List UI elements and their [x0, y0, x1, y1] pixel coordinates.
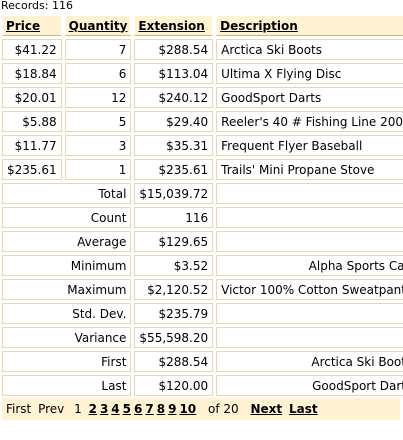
table-row: $11.77 3 $35.31 Frequent Flyer Baseball: [2, 135, 403, 156]
summary-label: Average: [2, 231, 132, 252]
summary-label: Last: [2, 375, 132, 396]
summary-row-first: First $288.54 Arctica Ski Boots: [2, 351, 403, 372]
price-cell: $20.01: [2, 87, 62, 108]
table-row: $5.88 5 $29.40 Reeler's 40 # Fishing Lin…: [2, 111, 403, 132]
table-row: $20.01 12 $240.12 GoodSport Darts: [2, 87, 403, 108]
records-label: Records:: [1, 0, 49, 12]
summary-row-std-dev: Std. Dev. $235.79: [2, 303, 403, 324]
summary-description: Victor 100% Cotton Sweatpants: [216, 279, 403, 300]
summary-value: $2,120.52: [134, 279, 214, 300]
sort-extension-link[interactable]: Extension: [138, 18, 205, 33]
page-link-10[interactable]: 10: [179, 402, 197, 416]
column-header-price[interactable]: Price: [2, 15, 62, 36]
summary-value: $55,598.20: [134, 327, 214, 348]
data-grid: Price Quantity Extension Description $41…: [0, 12, 403, 399]
summary-label: Total: [2, 183, 132, 204]
summary-value: $120.00: [134, 375, 214, 396]
records-summary: Records: 116: [0, 0, 403, 12]
summary-description: Arctica Ski Boots: [216, 351, 403, 372]
table-row: $41.22 7 $288.54 Arctica Ski Boots: [2, 39, 403, 60]
description-cell: Trails' Mini Propane Stove: [216, 159, 403, 180]
price-cell: $11.77: [2, 135, 62, 156]
first-page-label: First: [6, 402, 32, 416]
summary-row-last: Last $120.00 GoodSport Darts: [2, 375, 403, 396]
prev-page-label: Prev: [38, 402, 65, 416]
summary-description: [216, 207, 403, 228]
extension-cell: $288.54: [134, 39, 214, 60]
sort-description-link[interactable]: Description: [220, 18, 298, 33]
table-row: $235.61 1 $235.61 Trails' Mini Propane S…: [2, 159, 403, 180]
extension-cell: $240.12: [134, 87, 214, 108]
summary-label: Minimum: [2, 255, 132, 276]
extension-cell: $29.40: [134, 111, 214, 132]
summary-row-count: Count 116: [2, 207, 403, 228]
page-link-9[interactable]: 9: [168, 402, 177, 416]
summary-description: [216, 327, 403, 348]
summary-description: [216, 183, 403, 204]
quantity-cell: 7: [64, 39, 132, 60]
current-page: 1: [74, 402, 82, 416]
summary-description: [216, 303, 403, 324]
summary-label: Std. Dev.: [2, 303, 132, 324]
description-cell: Reeler's 40 # Fishing Line 200': [216, 111, 403, 132]
summary-label: Variance: [2, 327, 132, 348]
summary-label: Maximum: [2, 279, 132, 300]
page-link-2[interactable]: 2: [88, 402, 97, 416]
quantity-cell: 3: [64, 135, 132, 156]
page-link-5[interactable]: 5: [122, 402, 132, 416]
summary-description: GoodSport Darts: [216, 375, 403, 396]
summary-value: $129.65: [134, 231, 214, 252]
summary-row-total: Total $15,039.72: [2, 183, 403, 204]
page-link-6[interactable]: 6: [134, 402, 143, 416]
description-cell: Arctica Ski Boots: [216, 39, 403, 60]
extension-cell: $35.31: [134, 135, 214, 156]
extension-cell: $235.61: [134, 159, 214, 180]
summary-value: $288.54: [134, 351, 214, 372]
summary-row-minimum: Minimum $3.52 Alpha Sports Cap: [2, 255, 403, 276]
page-link-8[interactable]: 8: [156, 402, 166, 416]
sort-quantity-link[interactable]: Quantity: [68, 18, 128, 33]
extension-cell: $113.04: [134, 63, 214, 84]
header-row: Price Quantity Extension Description: [2, 15, 403, 36]
summary-description: [216, 231, 403, 252]
summary-label: First: [2, 351, 132, 372]
sort-price-link[interactable]: Price: [6, 18, 41, 33]
price-cell: $235.61: [2, 159, 62, 180]
pagination-bar: First Prev 1 2 3 4 5 6 7 8 9 10 of 20 Next Last: [2, 398, 400, 420]
summary-value: $15,039.72: [134, 183, 214, 204]
next-page-link[interactable]: Next: [250, 402, 283, 416]
description-cell: GoodSport Darts: [216, 87, 403, 108]
records-count: 116: [51, 0, 73, 12]
page-link-4[interactable]: 4: [111, 402, 120, 416]
summary-description: Alpha Sports Cap: [216, 255, 403, 276]
quantity-cell: 6: [64, 63, 132, 84]
table-row: $18.84 6 $113.04 Ultima X Flying Disc: [2, 63, 403, 84]
quantity-cell: 1: [64, 159, 132, 180]
column-header-quantity[interactable]: Quantity: [64, 15, 132, 36]
summary-row-variance: Variance $55,598.20: [2, 327, 403, 348]
summary-value: 116: [134, 207, 214, 228]
last-page-link[interactable]: Last: [288, 402, 318, 416]
page-link-7[interactable]: 7: [145, 402, 154, 416]
column-header-description[interactable]: Description: [216, 15, 403, 36]
price-cell: $18.84: [2, 63, 62, 84]
page-count-label: of 20: [207, 402, 239, 416]
summary-value: $3.52: [134, 255, 214, 276]
summary-row-maximum: Maximum $2,120.52 Victor 100% Cotton Swe…: [2, 279, 403, 300]
summary-label: Count: [2, 207, 132, 228]
description-cell: Ultima X Flying Disc: [216, 63, 403, 84]
page-link-3[interactable]: 3: [99, 402, 109, 416]
price-cell: $5.88: [2, 111, 62, 132]
quantity-cell: 5: [64, 111, 132, 132]
description-cell: Frequent Flyer Baseball: [216, 135, 403, 156]
price-cell: $41.22: [2, 39, 62, 60]
summary-row-average: Average $129.65: [2, 231, 403, 252]
column-header-extension[interactable]: Extension: [134, 15, 214, 36]
quantity-cell: 12: [64, 87, 132, 108]
summary-value: $235.79: [134, 303, 214, 324]
